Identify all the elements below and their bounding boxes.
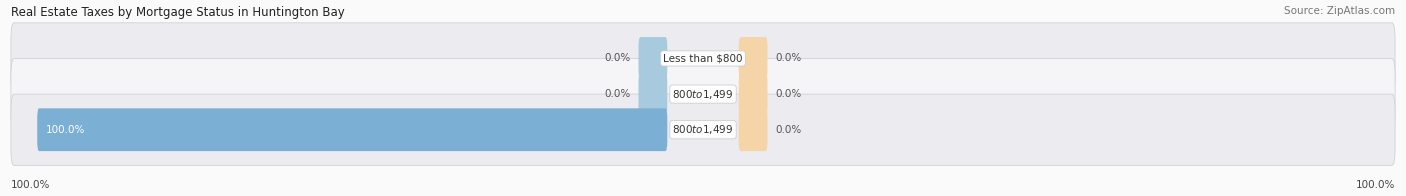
- FancyBboxPatch shape: [37, 108, 668, 151]
- Text: 0.0%: 0.0%: [775, 125, 801, 135]
- Text: $800 to $1,499: $800 to $1,499: [672, 123, 734, 136]
- Text: $800 to $1,499: $800 to $1,499: [672, 88, 734, 101]
- FancyBboxPatch shape: [638, 73, 668, 115]
- FancyBboxPatch shape: [11, 94, 1395, 165]
- Text: 100.0%: 100.0%: [11, 180, 51, 190]
- Text: 0.0%: 0.0%: [775, 54, 801, 64]
- FancyBboxPatch shape: [738, 37, 768, 80]
- Text: 0.0%: 0.0%: [605, 54, 631, 64]
- FancyBboxPatch shape: [738, 73, 768, 115]
- FancyBboxPatch shape: [11, 23, 1395, 94]
- FancyBboxPatch shape: [738, 108, 768, 151]
- Text: 0.0%: 0.0%: [775, 89, 801, 99]
- FancyBboxPatch shape: [11, 58, 1395, 130]
- Text: Source: ZipAtlas.com: Source: ZipAtlas.com: [1284, 6, 1395, 16]
- Text: 0.0%: 0.0%: [605, 89, 631, 99]
- Text: 100.0%: 100.0%: [45, 125, 84, 135]
- FancyBboxPatch shape: [638, 37, 668, 80]
- Text: 100.0%: 100.0%: [1355, 180, 1395, 190]
- Text: Less than $800: Less than $800: [664, 54, 742, 64]
- Text: Real Estate Taxes by Mortgage Status in Huntington Bay: Real Estate Taxes by Mortgage Status in …: [11, 6, 344, 19]
